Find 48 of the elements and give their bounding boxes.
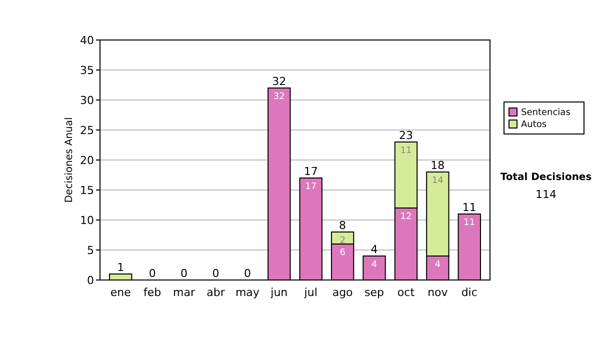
- x-tick-label: may: [235, 286, 260, 299]
- x-tick-label: ago: [332, 286, 354, 299]
- total-label: 18: [430, 159, 445, 172]
- y-tick-label: 5: [87, 244, 94, 257]
- x-tick-label: feb: [144, 286, 162, 299]
- data-label: 11: [464, 218, 476, 228]
- x-tick-label: abr: [206, 286, 226, 299]
- y-tick-label: 15: [80, 184, 94, 197]
- data-label: 14: [432, 176, 444, 186]
- text: 114: [536, 188, 556, 201]
- legend-label: Autos: [521, 120, 547, 130]
- y-tick-label: 10: [80, 214, 94, 227]
- text: Total Decisiones: [500, 172, 592, 183]
- y-axis-title: Decisiones Anual: [64, 117, 75, 203]
- y-tick-label: 20: [80, 154, 94, 167]
- x-tick-label: nov: [428, 286, 448, 299]
- total-label: 8: [339, 219, 346, 232]
- total-label: 23: [398, 129, 413, 142]
- total-label: 0: [148, 267, 156, 280]
- y-tick-label: 0: [87, 274, 94, 287]
- data-label: 32: [273, 92, 285, 102]
- data-label: 17: [305, 182, 317, 192]
- y-tick-label: 35: [80, 64, 94, 77]
- x-tick-label: mar: [173, 286, 196, 299]
- data-label: 4: [371, 260, 378, 270]
- data-label: 2: [340, 236, 346, 246]
- total-label: 0: [180, 267, 188, 280]
- total-label: 32: [272, 75, 286, 88]
- x-tick-label: oct: [397, 286, 416, 299]
- total-label: 0: [244, 267, 251, 280]
- y-tick-label: 40: [80, 34, 94, 47]
- x-tick-label: jun: [270, 286, 288, 299]
- total-label: 11: [462, 201, 476, 214]
- x-tick-label: jul: [303, 286, 318, 299]
- x-tick-label: sep: [364, 286, 384, 299]
- data-label: 6: [340, 248, 346, 258]
- data-label: 4: [434, 260, 441, 270]
- total-label: 17: [304, 165, 318, 178]
- total-label: 1: [117, 261, 124, 274]
- x-tick-label: ene: [110, 286, 132, 299]
- total-label: 4: [370, 243, 378, 256]
- x-tick-label: dic: [461, 286, 478, 299]
- y-tick-label: 25: [80, 124, 94, 137]
- total-label: 0: [212, 267, 220, 280]
- y-tick-label: 30: [80, 94, 94, 107]
- data-label: 11: [400, 146, 412, 156]
- data-label: 12: [400, 212, 412, 222]
- legend-label: Sentencias: [521, 108, 571, 118]
